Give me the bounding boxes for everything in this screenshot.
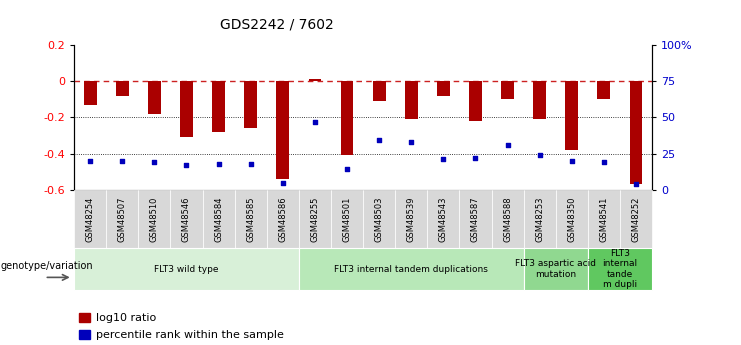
- Bar: [79, 330, 90, 339]
- Text: GSM48584: GSM48584: [214, 196, 223, 242]
- Point: [84, 158, 96, 164]
- Point: [277, 180, 289, 185]
- Bar: [79, 313, 90, 322]
- Text: GSM48587: GSM48587: [471, 196, 480, 242]
- Text: GSM48253: GSM48253: [535, 196, 544, 242]
- Bar: [116, 81, 129, 96]
- Text: genotype/variation: genotype/variation: [1, 261, 93, 270]
- Text: FLT3
internal
tande
m dupli: FLT3 internal tande m dupli: [602, 249, 637, 289]
- Point: [309, 119, 321, 125]
- Bar: [437, 81, 450, 96]
- Bar: [341, 81, 353, 155]
- Point: [181, 162, 193, 168]
- Bar: [84, 81, 96, 105]
- Text: FLT3 wild type: FLT3 wild type: [154, 265, 219, 274]
- Text: GSM48588: GSM48588: [503, 196, 512, 242]
- Bar: [148, 81, 161, 114]
- Point: [598, 159, 610, 165]
- Text: GSM48252: GSM48252: [631, 196, 640, 242]
- Text: FLT3 internal tandem duplications: FLT3 internal tandem duplications: [334, 265, 488, 274]
- Bar: [245, 81, 257, 128]
- Text: percentile rank within the sample: percentile rank within the sample: [96, 330, 285, 340]
- Point: [341, 167, 353, 172]
- Text: GSM48510: GSM48510: [150, 196, 159, 242]
- Bar: [565, 81, 578, 150]
- Point: [116, 158, 128, 164]
- Bar: [373, 81, 385, 101]
- Point: [405, 139, 417, 145]
- Bar: [212, 81, 225, 132]
- Bar: [534, 81, 546, 119]
- Text: GSM48254: GSM48254: [86, 196, 95, 242]
- Text: GSM48503: GSM48503: [375, 196, 384, 242]
- Text: GSM48255: GSM48255: [310, 196, 319, 242]
- Text: GSM48501: GSM48501: [342, 196, 351, 242]
- Bar: [501, 81, 514, 99]
- Bar: [276, 81, 289, 179]
- Point: [534, 152, 545, 158]
- Text: FLT3 aspartic acid
mutation: FLT3 aspartic acid mutation: [515, 259, 597, 279]
- Point: [470, 155, 482, 161]
- Point: [566, 158, 578, 164]
- Text: GSM48586: GSM48586: [279, 196, 288, 242]
- Point: [373, 138, 385, 143]
- Point: [437, 157, 449, 162]
- Text: log10 ratio: log10 ratio: [96, 313, 156, 323]
- Text: GSM48507: GSM48507: [118, 196, 127, 242]
- Bar: [308, 79, 322, 81]
- Bar: [469, 81, 482, 121]
- Bar: [405, 81, 418, 119]
- Text: GSM48541: GSM48541: [599, 196, 608, 242]
- Point: [502, 142, 514, 148]
- Point: [213, 161, 225, 166]
- Text: GSM48585: GSM48585: [246, 196, 255, 242]
- Bar: [180, 81, 193, 137]
- Text: GSM48539: GSM48539: [407, 196, 416, 242]
- Bar: [597, 81, 611, 99]
- Text: GSM48546: GSM48546: [182, 196, 191, 242]
- Text: GDS2242 / 7602: GDS2242 / 7602: [219, 17, 333, 31]
- Point: [630, 181, 642, 187]
- Text: GSM48543: GSM48543: [439, 196, 448, 242]
- Text: GSM48350: GSM48350: [568, 196, 576, 242]
- Point: [148, 159, 160, 165]
- Bar: [630, 81, 642, 184]
- Point: [245, 161, 256, 166]
